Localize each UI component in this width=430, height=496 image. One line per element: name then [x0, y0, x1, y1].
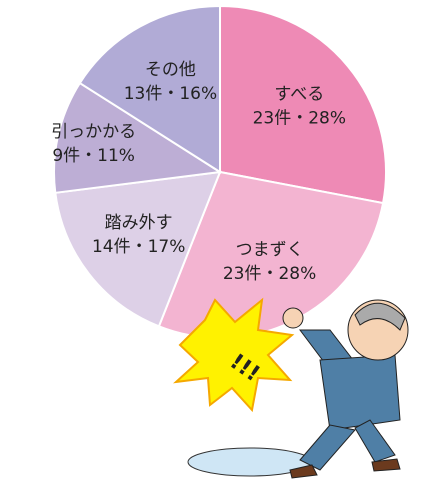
- impact-burst: [172, 297, 295, 413]
- body: [319, 354, 401, 431]
- hand: [282, 307, 304, 329]
- value-label: 9件・11%: [52, 146, 135, 166]
- shoes: [289, 458, 401, 479]
- slice-label: 引っかかる: [51, 122, 136, 142]
- value-label: 23件・28%: [253, 108, 346, 128]
- pie-slice: [54, 170, 222, 328]
- value-label: 23件・28%: [223, 264, 316, 284]
- labels: すべる 23件・28% つまずく 23件・28% 踏み外す 14件・17% 引っかかる 9件・…: [51, 60, 346, 284]
- pie-slice: [78, 4, 221, 174]
- slice-label: すべる: [274, 84, 324, 104]
- pie: [53, 4, 387, 339]
- pie-slice: [53, 81, 223, 194]
- illustration: !!!: [172, 297, 409, 479]
- pie-slice: [219, 4, 387, 205]
- value-label: 13件・16%: [124, 84, 217, 104]
- slice-label: つまずく: [236, 240, 304, 260]
- slice-label: 踏み外す: [105, 213, 173, 233]
- slice-label: その他: [145, 60, 196, 80]
- value-label: 14件・17%: [92, 237, 185, 257]
- hair: [354, 302, 406, 331]
